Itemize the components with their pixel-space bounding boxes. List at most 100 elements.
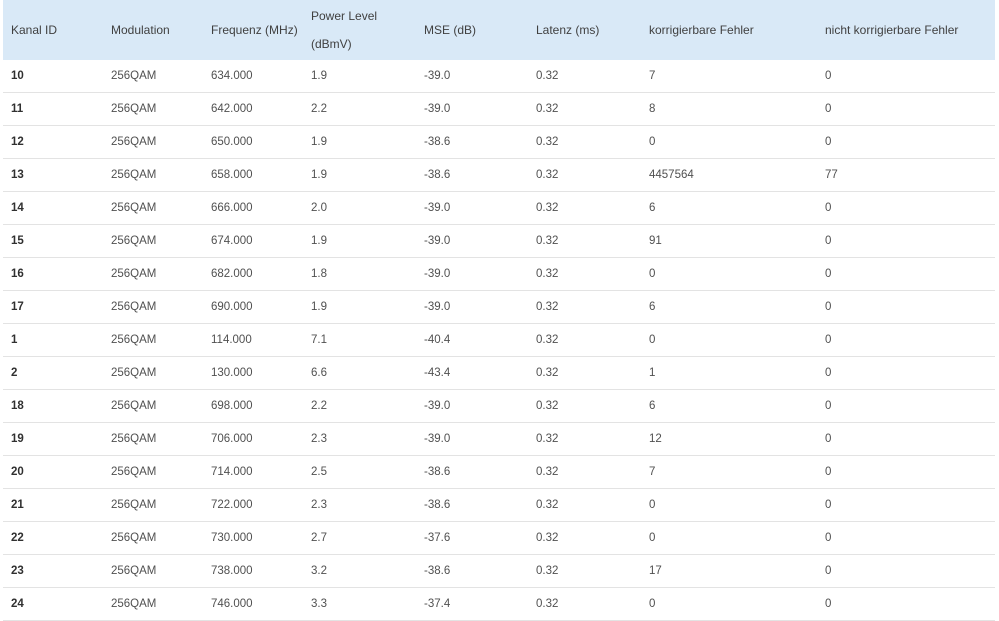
cell-korrigierbare-fehler: 91 [641, 224, 817, 258]
cell-power-level: 3.3 [303, 587, 416, 621]
column-header-modulation[interactable]: Modulation [103, 0, 203, 60]
cell-kanal-id: 16 [3, 257, 103, 291]
cell-korrigierbare-fehler: 7 [641, 60, 817, 93]
cell-mse: -43.4 [416, 356, 528, 390]
cell-korrigierbare-fehler: 1 [641, 356, 817, 390]
cell-frequenz: 674.000 [203, 224, 303, 258]
cell-power-level: 3.2 [303, 554, 416, 588]
header-label: MSE (dB) [424, 23, 477, 37]
cell-kanal-id: 1 [3, 323, 103, 357]
cell-latenz: 0.32 [528, 60, 641, 93]
cell-frequenz: 130.000 [203, 356, 303, 390]
cell-nicht-korrigierbare-fehler: 0 [817, 60, 995, 93]
table-row: 12 256QAM 650.000 1.9 -38.6 0.32 0 0 [3, 125, 995, 159]
cell-nicht-korrigierbare-fehler: 0 [817, 323, 995, 357]
cell-power-level: 6.6 [303, 356, 416, 390]
cell-frequenz: 746.000 [203, 587, 303, 621]
cell-mse: -39.0 [416, 389, 528, 423]
cell-modulation: 256QAM [103, 521, 203, 555]
cell-korrigierbare-fehler: 17 [641, 554, 817, 588]
column-header-frequenz[interactable]: Frequenz (MHz) [203, 0, 303, 60]
cell-mse: -37.6 [416, 521, 528, 555]
table-row: 19 256QAM 706.000 2.3 -39.0 0.32 12 0 [3, 422, 995, 456]
cell-modulation: 256QAM [103, 488, 203, 522]
cell-nicht-korrigierbare-fehler: 0 [817, 92, 995, 126]
cell-modulation: 256QAM [103, 323, 203, 357]
cell-korrigierbare-fehler: 0 [641, 587, 817, 621]
cell-kanal-id: 18 [3, 389, 103, 423]
column-header-nicht-korrigierbare-fehler[interactable]: nicht korrigierbare Fehler [817, 0, 995, 60]
cell-kanal-id: 22 [3, 521, 103, 555]
cell-kanal-id: 13 [3, 158, 103, 192]
table-row: 11 256QAM 642.000 2.2 -39.0 0.32 8 0 [3, 92, 995, 126]
cell-mse: -39.0 [416, 290, 528, 324]
table-header: Kanal ID Modulation Frequenz (MHz) Power… [3, 0, 995, 60]
cell-nicht-korrigierbare-fehler: 0 [817, 422, 995, 456]
cell-nicht-korrigierbare-fehler: 77 [817, 158, 995, 192]
cell-frequenz: 114.000 [203, 323, 303, 357]
cell-kanal-id: 15 [3, 224, 103, 258]
header-label: Frequenz (MHz) [211, 23, 298, 37]
cell-latenz: 0.32 [528, 521, 641, 555]
cell-modulation: 256QAM [103, 389, 203, 423]
column-header-kanal-id[interactable]: Kanal ID [3, 0, 103, 60]
cell-frequenz: 658.000 [203, 158, 303, 192]
table-row: 20 256QAM 714.000 2.5 -38.6 0.32 7 0 [3, 455, 995, 489]
cell-modulation: 256QAM [103, 224, 203, 258]
cell-power-level: 2.0 [303, 191, 416, 225]
cell-korrigierbare-fehler: 7 [641, 455, 817, 489]
cell-frequenz: 650.000 [203, 125, 303, 159]
cell-latenz: 0.32 [528, 389, 641, 423]
header-label: Power Level [311, 9, 378, 23]
cell-modulation: 256QAM [103, 60, 203, 93]
cell-korrigierbare-fehler: 0 [641, 125, 817, 159]
table-row: 17 256QAM 690.000 1.9 -39.0 0.32 6 0 [3, 290, 995, 324]
table-row: 22 256QAM 730.000 2.7 -37.6 0.32 0 0 [3, 521, 995, 555]
header-label: korrigierbare Fehler [649, 23, 754, 37]
cell-kanal-id: 12 [3, 125, 103, 159]
cell-korrigierbare-fehler: 0 [641, 521, 817, 555]
cell-mse: -39.0 [416, 224, 528, 258]
cell-modulation: 256QAM [103, 356, 203, 390]
cell-power-level: 1.9 [303, 224, 416, 258]
cell-kanal-id: 20 [3, 455, 103, 489]
cell-latenz: 0.32 [528, 191, 641, 225]
cell-mse: -39.0 [416, 257, 528, 291]
cell-modulation: 256QAM [103, 290, 203, 324]
cell-kanal-id: 19 [3, 422, 103, 456]
cell-kanal-id: 14 [3, 191, 103, 225]
table-row: 2 256QAM 130.000 6.6 -43.4 0.32 1 0 [3, 356, 995, 390]
cell-kanal-id: 23 [3, 554, 103, 588]
cell-nicht-korrigierbare-fehler: 0 [817, 488, 995, 522]
cell-latenz: 0.32 [528, 422, 641, 456]
column-header-mse[interactable]: MSE (dB) [416, 0, 528, 60]
cell-power-level: 1.8 [303, 257, 416, 291]
cell-nicht-korrigierbare-fehler: 0 [817, 389, 995, 423]
cell-latenz: 0.32 [528, 257, 641, 291]
header-label: Modulation [111, 23, 170, 37]
cell-latenz: 0.32 [528, 554, 641, 588]
column-header-korrigierbare-fehler[interactable]: korrigierbare Fehler [641, 0, 817, 60]
cell-frequenz: 642.000 [203, 92, 303, 126]
cell-mse: -40.4 [416, 323, 528, 357]
cell-latenz: 0.32 [528, 587, 641, 621]
cell-nicht-korrigierbare-fehler: 0 [817, 290, 995, 324]
table-row: 24 256QAM 746.000 3.3 -37.4 0.32 0 0 [3, 587, 995, 621]
cell-frequenz: 682.000 [203, 257, 303, 291]
cell-frequenz: 666.000 [203, 191, 303, 225]
header-row: Kanal ID Modulation Frequenz (MHz) Power… [3, 0, 995, 60]
cell-nicht-korrigierbare-fehler: 0 [817, 455, 995, 489]
cell-mse: -39.0 [416, 191, 528, 225]
table-row: 16 256QAM 682.000 1.8 -39.0 0.32 0 0 [3, 257, 995, 291]
cell-korrigierbare-fehler: 0 [641, 257, 817, 291]
cell-mse: -39.0 [416, 92, 528, 126]
cell-modulation: 256QAM [103, 257, 203, 291]
header-label: Kanal ID [11, 23, 58, 37]
column-header-latenz[interactable]: Latenz (ms) [528, 0, 641, 60]
cell-power-level: 2.3 [303, 488, 416, 522]
cell-korrigierbare-fehler: 6 [641, 389, 817, 423]
cell-kanal-id: 17 [3, 290, 103, 324]
cell-mse: -38.6 [416, 158, 528, 192]
table-row: 14 256QAM 666.000 2.0 -39.0 0.32 6 0 [3, 191, 995, 225]
column-header-power-level[interactable]: Power Level (dBmV) [303, 0, 416, 60]
